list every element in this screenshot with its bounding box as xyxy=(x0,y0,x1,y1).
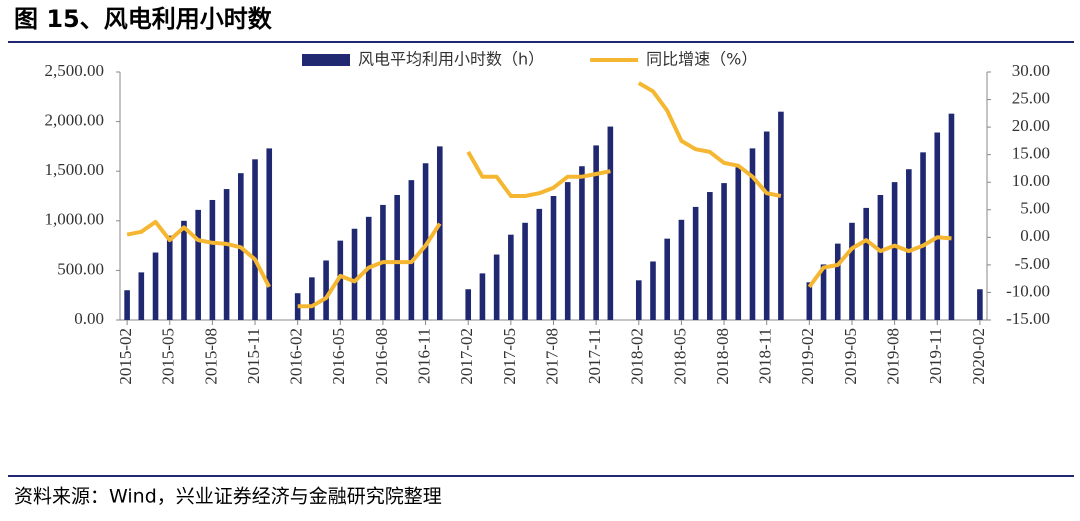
y2-tick-label: 15.00 xyxy=(1012,144,1050,163)
bar xyxy=(394,195,400,320)
y2-tick-label: 20.00 xyxy=(1012,116,1050,135)
bar xyxy=(891,182,898,320)
y-tick-label: 2,500.00 xyxy=(45,61,105,80)
x-tick-label: 2016-11 xyxy=(414,328,433,384)
bar xyxy=(337,240,344,320)
legend-swatch xyxy=(302,54,350,66)
bar xyxy=(166,235,173,320)
y2-tick-label: -10.00 xyxy=(1006,281,1050,300)
y2-tick-label: 0.00 xyxy=(1020,226,1050,245)
bar xyxy=(778,111,784,321)
bar xyxy=(920,152,926,320)
bar xyxy=(550,196,557,320)
x-tick-label: 2016-05 xyxy=(329,328,348,385)
bar xyxy=(422,163,429,320)
bar xyxy=(323,260,329,320)
bar xyxy=(707,192,713,320)
y-tick-label: 1,500.00 xyxy=(45,160,105,179)
bar xyxy=(749,148,756,320)
bar xyxy=(124,290,130,320)
bar xyxy=(906,169,912,320)
bar xyxy=(607,126,614,320)
y-tick-label: 500.00 xyxy=(57,259,104,278)
x-tick-label: 2017-11 xyxy=(585,328,604,384)
bar xyxy=(294,293,301,320)
bar xyxy=(266,148,273,320)
x-tick-label: 2018-05 xyxy=(670,328,689,385)
y2-tick-label: 30.00 xyxy=(1012,61,1050,80)
x-tick-label: 2015-11 xyxy=(244,328,263,384)
y-tick-label: 0.00 xyxy=(74,309,104,328)
bar xyxy=(863,207,869,320)
x-tick-label: 2015-05 xyxy=(159,328,178,385)
x-tick-label: 2018-11 xyxy=(756,328,775,384)
bar xyxy=(408,180,415,320)
bar xyxy=(536,208,543,320)
legend-label: 风电平均利用小时数（h） xyxy=(358,50,544,69)
x-tick-label: 2020-02 xyxy=(969,328,988,385)
y2-tick-label: -5.00 xyxy=(1015,254,1050,273)
bar xyxy=(479,273,486,320)
bar xyxy=(252,159,258,320)
bar xyxy=(181,220,187,320)
x-tick-label: 2018-02 xyxy=(628,328,647,385)
x-tick-label: 2018-08 xyxy=(713,328,732,385)
y2-tick-label: 25.00 xyxy=(1012,88,1050,107)
bar xyxy=(195,209,201,320)
bar xyxy=(977,289,983,320)
bar xyxy=(309,277,315,320)
bar xyxy=(877,195,884,320)
bar xyxy=(735,167,742,320)
bar xyxy=(650,261,656,320)
bar xyxy=(834,243,841,320)
x-tick-label: 2019-08 xyxy=(884,328,903,385)
bar xyxy=(579,166,585,320)
legend-label: 同比增速（%） xyxy=(646,50,757,69)
bar xyxy=(564,182,571,320)
bar xyxy=(593,145,599,320)
x-tick-label: 2015-02 xyxy=(116,328,135,385)
y-tick-label: 1,000.00 xyxy=(45,210,105,229)
bar xyxy=(522,222,528,320)
bar xyxy=(635,280,642,320)
x-tick-label: 2019-11 xyxy=(926,328,945,384)
bar xyxy=(223,189,230,320)
x-tick-label: 2015-08 xyxy=(201,328,220,385)
y2-tick-label: 5.00 xyxy=(1020,199,1050,218)
bar xyxy=(138,272,145,320)
bar xyxy=(849,222,855,320)
y-tick-label: 2,000.00 xyxy=(45,111,105,130)
x-tick-label: 2017-02 xyxy=(457,328,476,385)
bar xyxy=(465,289,472,320)
chart-title: 图 15、风电利用小时数 xyxy=(14,5,273,33)
source: 资料来源：Wind，兴业证券经济与金融研究院整理 xyxy=(14,486,442,508)
bar xyxy=(365,216,372,320)
bar xyxy=(820,264,827,320)
bar xyxy=(948,113,955,320)
bar xyxy=(380,204,386,320)
bar xyxy=(678,219,685,320)
x-tick-label: 2016-02 xyxy=(287,328,306,385)
y2-tick-label: -15.00 xyxy=(1006,309,1050,328)
bar xyxy=(806,282,813,320)
bar xyxy=(351,228,358,320)
bar xyxy=(209,199,216,320)
x-tick-label: 2019-05 xyxy=(841,328,860,385)
x-tick-label: 2017-08 xyxy=(542,328,561,385)
bar xyxy=(763,131,770,320)
bar xyxy=(664,238,671,320)
y2-tick-label: 10.00 xyxy=(1012,171,1050,190)
x-tick-label: 2019-02 xyxy=(798,328,817,385)
bar xyxy=(436,146,443,320)
bar xyxy=(934,132,941,320)
bar xyxy=(152,252,159,320)
bar xyxy=(721,183,727,320)
x-tick-label: 2016-08 xyxy=(372,328,391,385)
bar xyxy=(692,206,699,320)
x-tick-label: 2017-05 xyxy=(500,328,519,385)
bar xyxy=(493,254,500,320)
bar xyxy=(238,173,244,320)
bar xyxy=(508,234,514,320)
